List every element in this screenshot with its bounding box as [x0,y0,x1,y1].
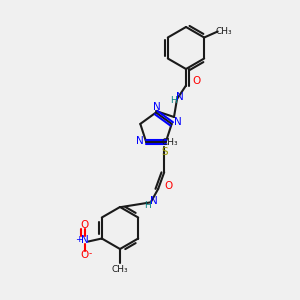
Text: CH₃: CH₃ [112,265,128,274]
Text: O: O [192,76,201,86]
Text: N: N [81,235,88,245]
Text: CH₃: CH₃ [161,138,178,147]
Text: O: O [81,220,89,230]
Text: S: S [161,147,167,157]
Text: H: H [144,201,151,210]
Text: +: + [75,236,82,244]
Text: O: O [165,181,173,191]
Text: CH₃: CH₃ [216,27,232,36]
Text: N: N [153,102,160,112]
Text: N: N [136,136,144,146]
Text: -: - [88,249,92,258]
Text: N: N [174,117,182,128]
Text: N: N [176,92,184,103]
Text: N: N [150,196,158,206]
Text: H: H [170,96,177,105]
Text: O: O [81,250,89,260]
